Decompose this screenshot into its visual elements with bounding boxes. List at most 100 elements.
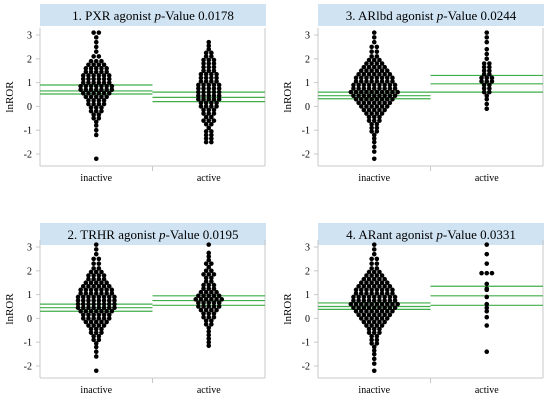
- data-point: [369, 54, 374, 59]
- data-point: [206, 68, 212, 73]
- data-point: [206, 57, 212, 63]
- data-point: [484, 96, 490, 102]
- data-point: [364, 273, 369, 278]
- data-point: [374, 44, 380, 50]
- data-point: [371, 30, 377, 35]
- data-point: [487, 71, 492, 77]
- data-point: [88, 58, 94, 64]
- data-point: [379, 280, 385, 286]
- data-point: [96, 305, 102, 310]
- data-point: [377, 276, 382, 282]
- x-tick-label-inactive: inactive: [80, 173, 112, 184]
- data-point: [387, 82, 393, 88]
- data-point: [206, 329, 212, 334]
- data-point: [203, 139, 209, 145]
- data-point: [106, 312, 112, 318]
- data-point: [369, 49, 374, 54]
- data-point: [93, 251, 99, 257]
- data-point: [366, 305, 372, 310]
- data-point: [371, 344, 377, 350]
- data-point: [104, 287, 109, 293]
- y-tick-label: 2: [305, 266, 310, 277]
- data-point: [348, 301, 354, 307]
- data-point: [106, 283, 112, 289]
- data-point: [86, 301, 91, 307]
- y-tick-label: 1: [305, 290, 310, 301]
- data-point: [214, 71, 219, 77]
- data-point: [99, 319, 104, 325]
- data-point: [80, 316, 86, 321]
- data-point: [211, 57, 217, 63]
- data-point: [371, 356, 377, 362]
- data-point: [206, 96, 212, 102]
- data-point: [366, 319, 372, 325]
- data-point: [93, 108, 99, 114]
- data-point: [379, 96, 385, 102]
- data-point: [395, 301, 400, 307]
- data-point: [75, 294, 81, 300]
- data-point: [489, 75, 495, 81]
- data-point: [96, 54, 102, 59]
- data-point: [101, 98, 107, 103]
- data-point: [369, 89, 374, 95]
- data-point: [206, 86, 212, 91]
- data-point: [377, 312, 382, 318]
- data-point: [211, 93, 217, 98]
- data-point: [209, 114, 214, 120]
- data-point: [88, 105, 94, 110]
- data-point: [374, 125, 380, 131]
- data-point: [371, 242, 377, 247]
- data-point: [88, 330, 94, 335]
- data-point: [93, 291, 99, 296]
- data-point: [196, 304, 201, 309]
- data-point: [358, 68, 364, 73]
- data-point: [366, 71, 372, 77]
- data-point: [371, 118, 377, 123]
- data-point: [209, 71, 214, 77]
- data-point: [96, 101, 102, 107]
- data-point: [392, 86, 398, 91]
- data-point: [387, 100, 393, 106]
- data-point: [353, 89, 359, 95]
- data-point: [101, 101, 107, 107]
- data-point: [93, 368, 99, 374]
- data-point: [203, 50, 209, 56]
- data-point: [356, 93, 361, 98]
- chart-title-value: -Value 0.0331: [443, 227, 516, 242]
- data-point: [384, 308, 390, 314]
- data-point: [377, 326, 382, 332]
- data-point: [382, 305, 387, 310]
- data-point: [369, 121, 374, 127]
- data-point: [361, 276, 367, 282]
- data-point: [366, 82, 372, 88]
- data-point: [99, 326, 104, 332]
- y-axis-label: lnROR: [282, 81, 294, 113]
- data-point: [99, 269, 104, 275]
- data-point: [201, 272, 206, 277]
- data-point: [216, 89, 222, 95]
- x-tick-label-active: active: [475, 173, 499, 184]
- data-point: [214, 75, 219, 81]
- data-point: [484, 35, 490, 40]
- data-point: [112, 294, 117, 300]
- data-point: [96, 316, 102, 321]
- y-tick-label: 1: [27, 78, 32, 89]
- data-point: [106, 80, 112, 85]
- data-point: [206, 39, 212, 45]
- data-point: [196, 293, 201, 299]
- data-point: [88, 269, 94, 275]
- data-point: [201, 118, 206, 123]
- data-point: [371, 351, 377, 357]
- data-point: [75, 305, 81, 310]
- data-point: [93, 94, 99, 100]
- data-point: [96, 301, 102, 307]
- data-point: [86, 298, 91, 303]
- data-point: [198, 307, 204, 313]
- data-point: [390, 301, 395, 307]
- data-point: [209, 104, 214, 109]
- data-point: [86, 80, 91, 85]
- data-point: [369, 96, 374, 102]
- data-point: [216, 93, 222, 98]
- data-point: [371, 39, 377, 45]
- data-point: [366, 86, 372, 91]
